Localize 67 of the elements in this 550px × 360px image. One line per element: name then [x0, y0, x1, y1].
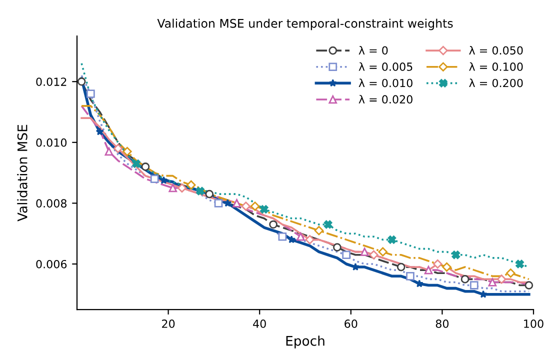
y-tick-label: 0.010: [36, 138, 67, 147]
point: [278, 232, 287, 241]
point: [224, 199, 232, 207]
y-tick-label: 0.006: [36, 260, 67, 268]
point: [296, 232, 305, 241]
point: [150, 174, 159, 184]
legend-label: λ = 0.020: [358, 94, 412, 104]
point: [460, 275, 470, 284]
point: [104, 147, 114, 156]
x-tick-label: 100: [524, 320, 544, 328]
point: [442, 262, 452, 272]
point: [470, 281, 478, 290]
legend-label: λ = 0: [358, 46, 388, 55]
point: [424, 266, 433, 274]
point: [415, 280, 424, 288]
x-tick-label: 80: [436, 320, 449, 328]
x-tick-label: 20: [162, 320, 175, 328]
point: [388, 236, 396, 244]
point: [232, 199, 241, 208]
legend-label: λ = 0.010: [358, 78, 412, 88]
point: [324, 220, 332, 229]
point: [369, 250, 378, 260]
x-tick-label: 60: [344, 320, 358, 328]
point: [342, 250, 350, 260]
point: [77, 77, 86, 86]
point: [260, 205, 268, 214]
point: [86, 90, 95, 98]
point: [241, 202, 251, 211]
y-tick-label: 0.008: [36, 199, 67, 208]
legend-label: λ = 0.005: [358, 62, 412, 71]
point: [288, 236, 296, 244]
point: [160, 176, 168, 184]
point: [333, 243, 342, 252]
point: [516, 260, 524, 268]
point: [141, 162, 150, 171]
point: [269, 220, 278, 229]
point: [214, 199, 223, 208]
point: [396, 262, 406, 272]
point: [132, 160, 141, 168]
point: [406, 272, 414, 280]
point: [186, 180, 196, 190]
chart-title: Validation MSE under temporal-constraint weights: [157, 18, 453, 30]
point: [360, 248, 369, 256]
legend-label: λ = 0.050: [469, 46, 523, 55]
point: [205, 190, 214, 198]
x-tick-label: 40: [253, 320, 266, 328]
point: [96, 128, 104, 136]
x-axis-title: Epoch: [286, 336, 324, 348]
point: [250, 202, 260, 211]
point: [524, 281, 534, 290]
y-axis-title: Validation MSE: [17, 124, 28, 222]
legend-label: λ = 0.200: [469, 78, 523, 88]
point: [496, 274, 506, 284]
point: [177, 183, 187, 193]
point: [378, 247, 388, 256]
point: [168, 184, 178, 192]
point: [452, 250, 460, 260]
point: [122, 146, 132, 156]
y-tick-label: 0.012: [36, 78, 66, 86]
point: [113, 144, 123, 154]
point: [433, 259, 442, 269]
legend-label: λ = 0.100: [469, 62, 523, 71]
point: [305, 235, 314, 244]
point: [196, 186, 204, 196]
point: [314, 226, 324, 236]
point: [506, 268, 516, 278]
point: [488, 278, 497, 286]
